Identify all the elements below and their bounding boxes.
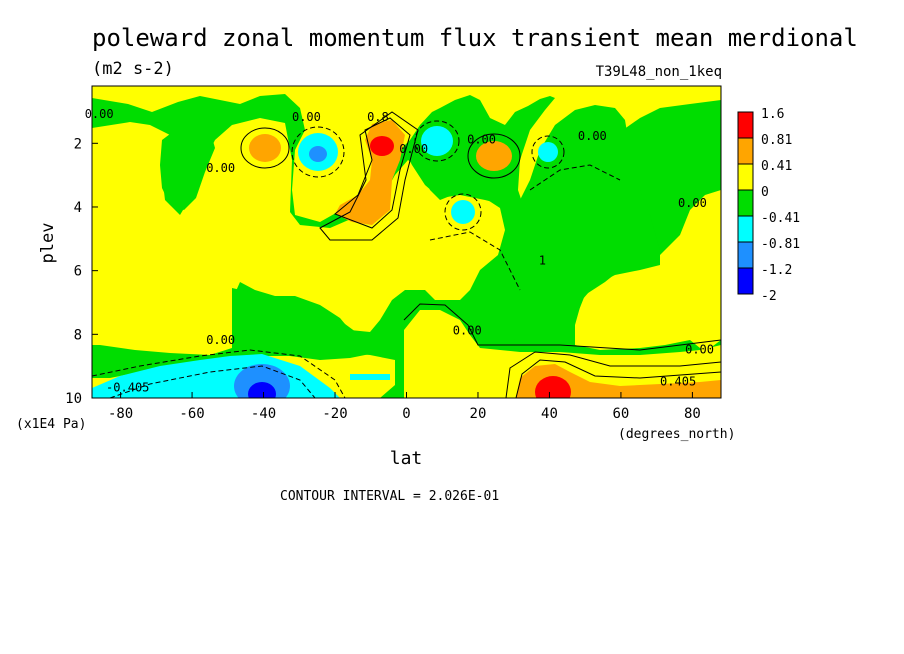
colorbar-label: -0.81 (761, 237, 800, 252)
colorbar: 1.6 0.81 0.41 0 -0.41 -0.81 -1.2 -2 (737, 107, 800, 304)
x-tick-label: -80 (108, 406, 133, 422)
contour-label: 0.00 (678, 196, 707, 210)
y-axis-label: plev (38, 223, 58, 264)
region-cyan-c (451, 200, 475, 224)
plot-area (91, 85, 722, 399)
region-orange-a (249, 134, 281, 162)
x-tick-label: 0 (402, 406, 410, 422)
colorbar-label: -2 (761, 289, 777, 304)
contour-label: 0.00 (292, 110, 321, 124)
x-tick-label: -20 (322, 406, 347, 422)
y-tick-label: 2 (74, 136, 82, 152)
region-blue-a (309, 146, 327, 162)
colorbar-swatch (737, 163, 754, 191)
region-darkblue-bottom (248, 382, 276, 398)
region-yellow-left (92, 118, 505, 355)
contour-interval-text: CONTOUR INTERVAL = 2.026E-01 (280, 489, 499, 504)
contour-label: 0.00 (206, 333, 235, 347)
contour-label: -0.405 (106, 381, 149, 395)
colorbar-swatch (737, 189, 754, 217)
x-tick-label: -60 (179, 406, 204, 422)
y-units-label: (x1E4 Pa) (16, 417, 86, 432)
contour-label: 0.00 (85, 107, 114, 121)
contour-label: 0.00 (685, 342, 714, 356)
region-yellow-right (575, 190, 721, 352)
contour-label: 0.405 (660, 374, 696, 388)
colorbar-label: 1.6 (761, 107, 784, 122)
y-axis: 2 4 6 8 10 (65, 136, 98, 407)
colorbar-label: -1.2 (761, 263, 792, 278)
contour-label: 0.8 (367, 110, 389, 124)
x-tick-label: 60 (613, 406, 630, 422)
colorbar-swatch (737, 267, 754, 295)
x-axis: -80 -60 -40 -20 0 20 40 60 80 (108, 392, 701, 422)
colorbar-swatch (737, 137, 754, 165)
colorbar-label: 0.81 (761, 133, 792, 148)
colorbar-label: -0.41 (761, 211, 800, 226)
x-axis-label: lat (390, 448, 423, 469)
region-red-a (370, 136, 394, 156)
colorbar-swatch (737, 111, 754, 139)
contour-label: 0.00 (453, 323, 482, 337)
x-tick-label: -40 (251, 406, 276, 422)
x-tick-label: 40 (541, 406, 558, 422)
contour-label: 1 (539, 253, 546, 267)
region-green-island-left (160, 122, 215, 210)
region-green-island-mid (232, 288, 395, 360)
y-tick-label: 4 (74, 200, 82, 216)
contour-labels: 0.00 0.00 0.00 0.8 0.00 0.00 0.00 0.00 0.00 0.00 0… (85, 107, 714, 395)
contour-label: 0.00 (206, 161, 235, 175)
x-units-label: (degrees_north) (618, 427, 735, 442)
region-cyan-b (421, 126, 453, 156)
colorbar-label: 0.41 (761, 159, 792, 174)
region-red-bottom (535, 376, 571, 398)
y-tick-label: 10 (65, 391, 82, 407)
y-tick-label: 6 (74, 264, 82, 280)
colorbar-label: 0 (761, 185, 769, 200)
contour-label: 0.00 (467, 132, 496, 146)
region-cyan-strip (350, 374, 390, 380)
colorbar-swatch (737, 241, 754, 269)
y-tick-label: 8 (74, 327, 82, 343)
run-label: T39L48_non_1keq (596, 64, 722, 80)
region-blue-bottom (234, 364, 290, 398)
chart-title: poleward zonal momentum flux transient m… (92, 24, 858, 52)
region-cyan-d (538, 142, 558, 162)
contour-label: 0.00 (399, 142, 428, 156)
contour-label: 0.00 (578, 129, 607, 143)
colorbar-swatch (737, 215, 754, 243)
region-orange-c (476, 141, 512, 171)
region-green-island-right (490, 105, 660, 345)
units-label: (m2 s-2) (92, 59, 174, 79)
x-tick-label: 20 (470, 406, 487, 422)
x-tick-label: 80 (684, 406, 701, 422)
